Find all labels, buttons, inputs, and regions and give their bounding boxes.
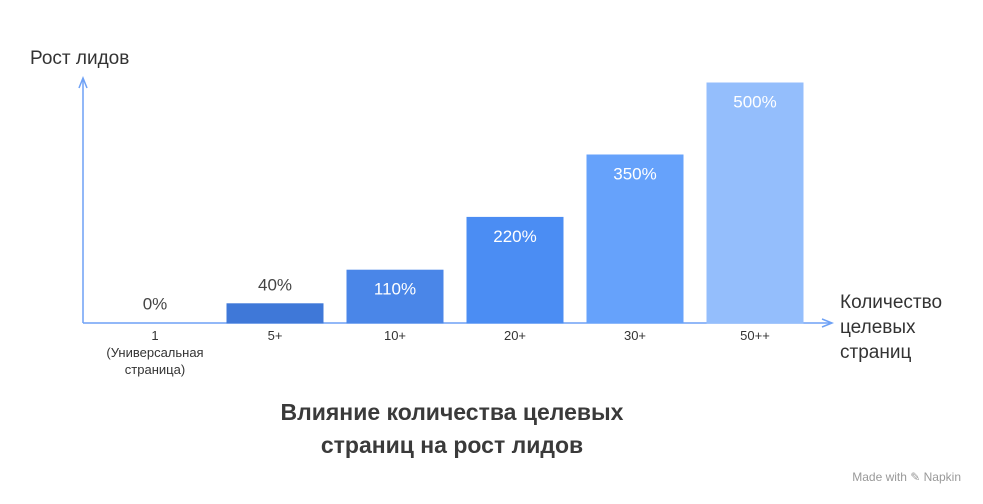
bar xyxy=(226,303,324,324)
x-tick-label: 20+ xyxy=(503,328,527,343)
x-axis-arrow xyxy=(821,318,835,328)
value-label: 0% xyxy=(143,294,168,313)
x-tick-label: 30+ xyxy=(623,328,647,343)
value-label: 500% xyxy=(733,92,776,111)
value-label: 220% xyxy=(493,227,536,246)
bar xyxy=(706,82,804,324)
x-tick-label: 1 (Универсальная страница) xyxy=(106,328,204,377)
chart-title: Влияние количества целевых страниц на ро… xyxy=(280,399,624,458)
watermark: Made with ✎ Napkin xyxy=(852,470,961,484)
bar xyxy=(586,154,684,324)
bar xyxy=(466,216,564,324)
y-axis-title: Рост лидов xyxy=(30,48,130,69)
value-label: 350% xyxy=(613,164,656,183)
x-tick-label: 10+ xyxy=(383,328,407,343)
x-tick-label: 5+ xyxy=(267,328,283,343)
y-axis-arrow xyxy=(78,75,88,89)
value-label: 110% xyxy=(374,280,416,299)
x-tick-label: 50++ xyxy=(740,328,770,343)
bar xyxy=(346,269,444,324)
x-axis-title: Количество целевых страниц xyxy=(840,292,943,363)
value-label: 40% xyxy=(258,275,292,294)
